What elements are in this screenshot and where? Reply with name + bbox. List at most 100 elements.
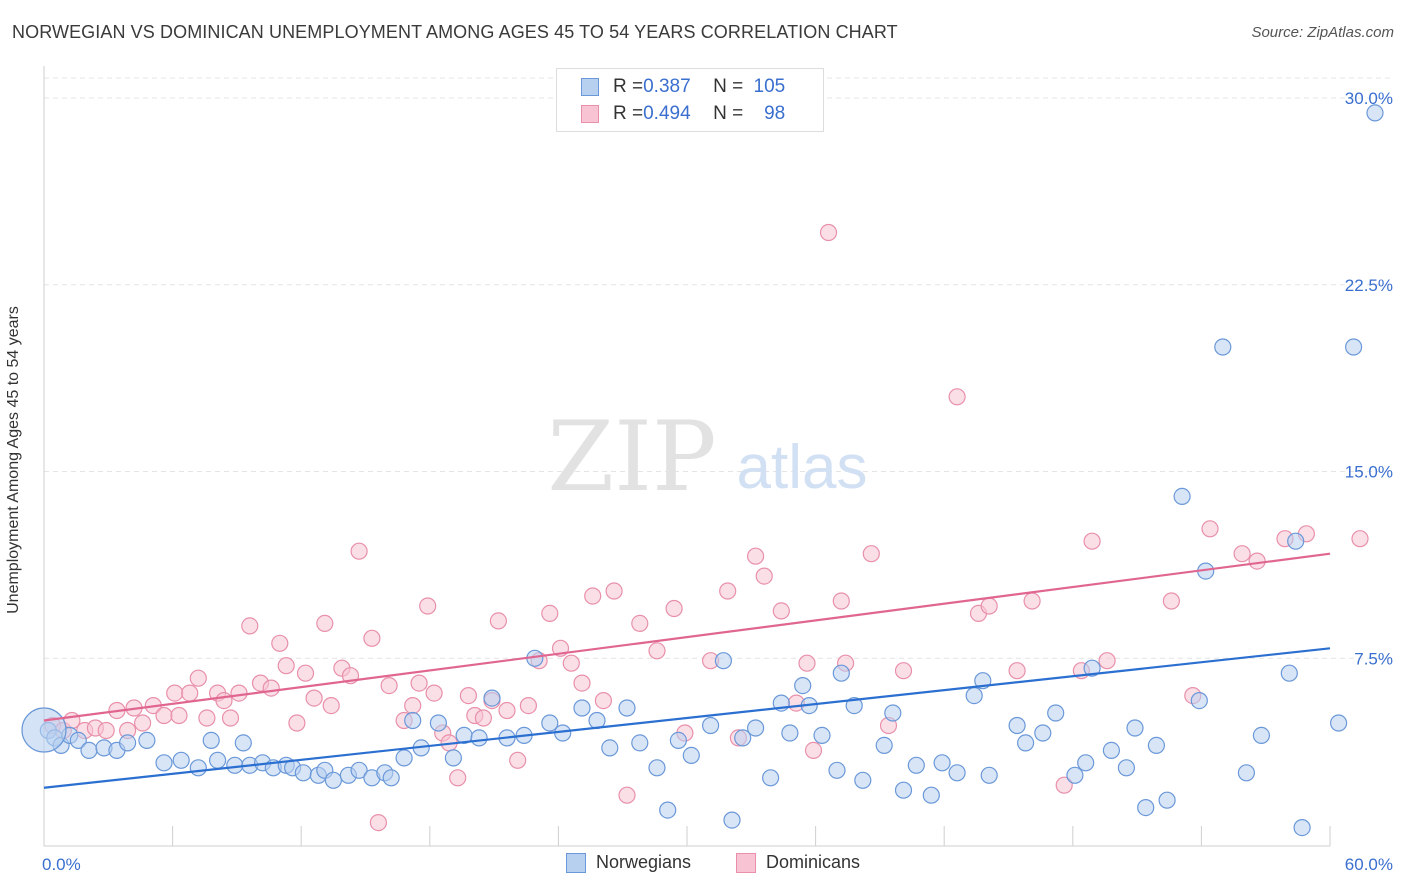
norwegians-point [1344, 338, 1363, 356]
norwegians-point [794, 676, 812, 695]
dominicans-point [221, 709, 240, 727]
dominicans-point [322, 696, 340, 715]
norwegians-point [444, 749, 462, 767]
norwegians-point [573, 699, 591, 717]
norwegians-point [746, 719, 765, 737]
legend-n-label: N = [713, 103, 744, 124]
norwegians-point [1137, 798, 1155, 817]
norwegians-point [1047, 704, 1065, 722]
legend-n-label: N = [713, 76, 744, 97]
norwegians-point [1252, 726, 1271, 745]
x-tick-label: 0.0% [42, 855, 81, 874]
dominicans-point [459, 686, 477, 705]
norwegians-point [226, 756, 244, 774]
norwegians-point [1237, 764, 1256, 782]
dominicans-point [380, 676, 398, 695]
dominicans-point [215, 691, 233, 710]
dominicans-point [474, 709, 492, 727]
dominicans-point [419, 597, 437, 615]
dominicans-point [1248, 552, 1266, 570]
norwegians-point [138, 731, 156, 750]
dominicans-point [1162, 592, 1181, 610]
norwegians-point [1214, 338, 1232, 356]
bottom-legend-norwegians: Norwegians [566, 852, 691, 873]
norwegians-point [723, 811, 741, 829]
y-tick-label: 7.5% [1354, 649, 1393, 668]
dominicans-point [1233, 545, 1251, 563]
dominicans-point [97, 721, 115, 740]
norwegians-point [80, 741, 98, 760]
dominicans-point [1083, 532, 1101, 550]
norwegians-point [404, 711, 422, 730]
norwegians-point [828, 761, 846, 779]
watermark-zip: ZIP [547, 401, 716, 513]
norwegians-point [933, 754, 951, 772]
dominicans-point [230, 684, 248, 702]
dominicans-point [189, 669, 207, 687]
legend-swatch-dominicans [581, 105, 599, 123]
dominicans-point [798, 654, 816, 672]
dominicans-point [1201, 520, 1219, 538]
legend-r-value: 0.387 [643, 76, 691, 97]
norwegians-point [832, 664, 850, 682]
norwegians-point [429, 714, 447, 732]
y-tick-label: 30.0% [1345, 89, 1393, 108]
dominicans-point [350, 542, 368, 560]
dominicans-point [819, 223, 838, 242]
dominicans-point [369, 813, 387, 832]
dominicans-point [755, 567, 773, 585]
norwegians-point [948, 764, 966, 782]
norwegians-point [781, 724, 799, 742]
dominicans-point [404, 696, 422, 715]
norwegians-point [648, 759, 666, 777]
norwegians-point [1083, 659, 1101, 677]
dominicans-point [262, 679, 280, 697]
tick-labels: 7.5% 15.0% 22.5% 30.0% 0.0% 60.0% [42, 89, 1393, 874]
legend-n-value: 98 [764, 103, 786, 124]
dominicans-point [980, 597, 998, 615]
norwegians-point [761, 769, 780, 787]
dominicans-point [296, 664, 315, 682]
legend-r-value: 0.494 [643, 103, 691, 124]
y-tick-label: 22.5% [1345, 276, 1393, 295]
dominicans-point [648, 642, 666, 660]
norwegians-point [1280, 664, 1298, 682]
chart-title: NORWEGIAN VS DOMINICAN UNEMPLOYMENT AMON… [12, 22, 898, 42]
dominicans-trend-line [43, 552, 1331, 722]
legend-row-dominicans: R = 0.494 N = 98 [581, 102, 785, 126]
norwegians-point [813, 726, 831, 745]
norwegians-trend-line [43, 647, 1331, 789]
norwegians-point [1173, 487, 1191, 505]
source-credit: Source: ZipAtlas.com [1251, 24, 1394, 41]
norwegians-point [202, 731, 220, 750]
dominicans-point [772, 602, 790, 620]
dominicans-point [316, 614, 334, 633]
norwegians-point [1366, 104, 1384, 122]
y-axis-label: Unemployment Among Ages 45 to 54 years [5, 306, 22, 614]
norwegians-point [234, 734, 252, 752]
dominicans-point [894, 662, 913, 680]
norwegians-point [1016, 734, 1035, 752]
norwegians-point [659, 801, 677, 819]
dominicans-point [241, 617, 259, 635]
norwegians-point [601, 739, 619, 757]
norwegians-point [922, 786, 940, 804]
bottom-legend-dominicans: Dominicans [736, 852, 860, 873]
dominicans-point [618, 786, 636, 804]
dominicans-point [198, 709, 216, 727]
norwegians-point [669, 731, 688, 750]
norwegians-point [470, 729, 488, 747]
x-tick-label: 60.0% [1345, 855, 1393, 874]
norwegians-points [21, 104, 1384, 837]
dominicans-point [832, 592, 850, 610]
dominicans-point [449, 769, 467, 787]
dominicans-point [271, 634, 289, 652]
dominicans-point [489, 612, 507, 630]
norwegians-point [69, 731, 87, 750]
bottom-legend-label-dominicans: Dominicans [766, 852, 861, 872]
norwegians-point [483, 689, 501, 707]
norwegians-point [884, 704, 902, 722]
legend-swatch-norwegians [581, 78, 599, 96]
norwegians-point [618, 699, 636, 717]
norwegians-point [172, 751, 190, 769]
